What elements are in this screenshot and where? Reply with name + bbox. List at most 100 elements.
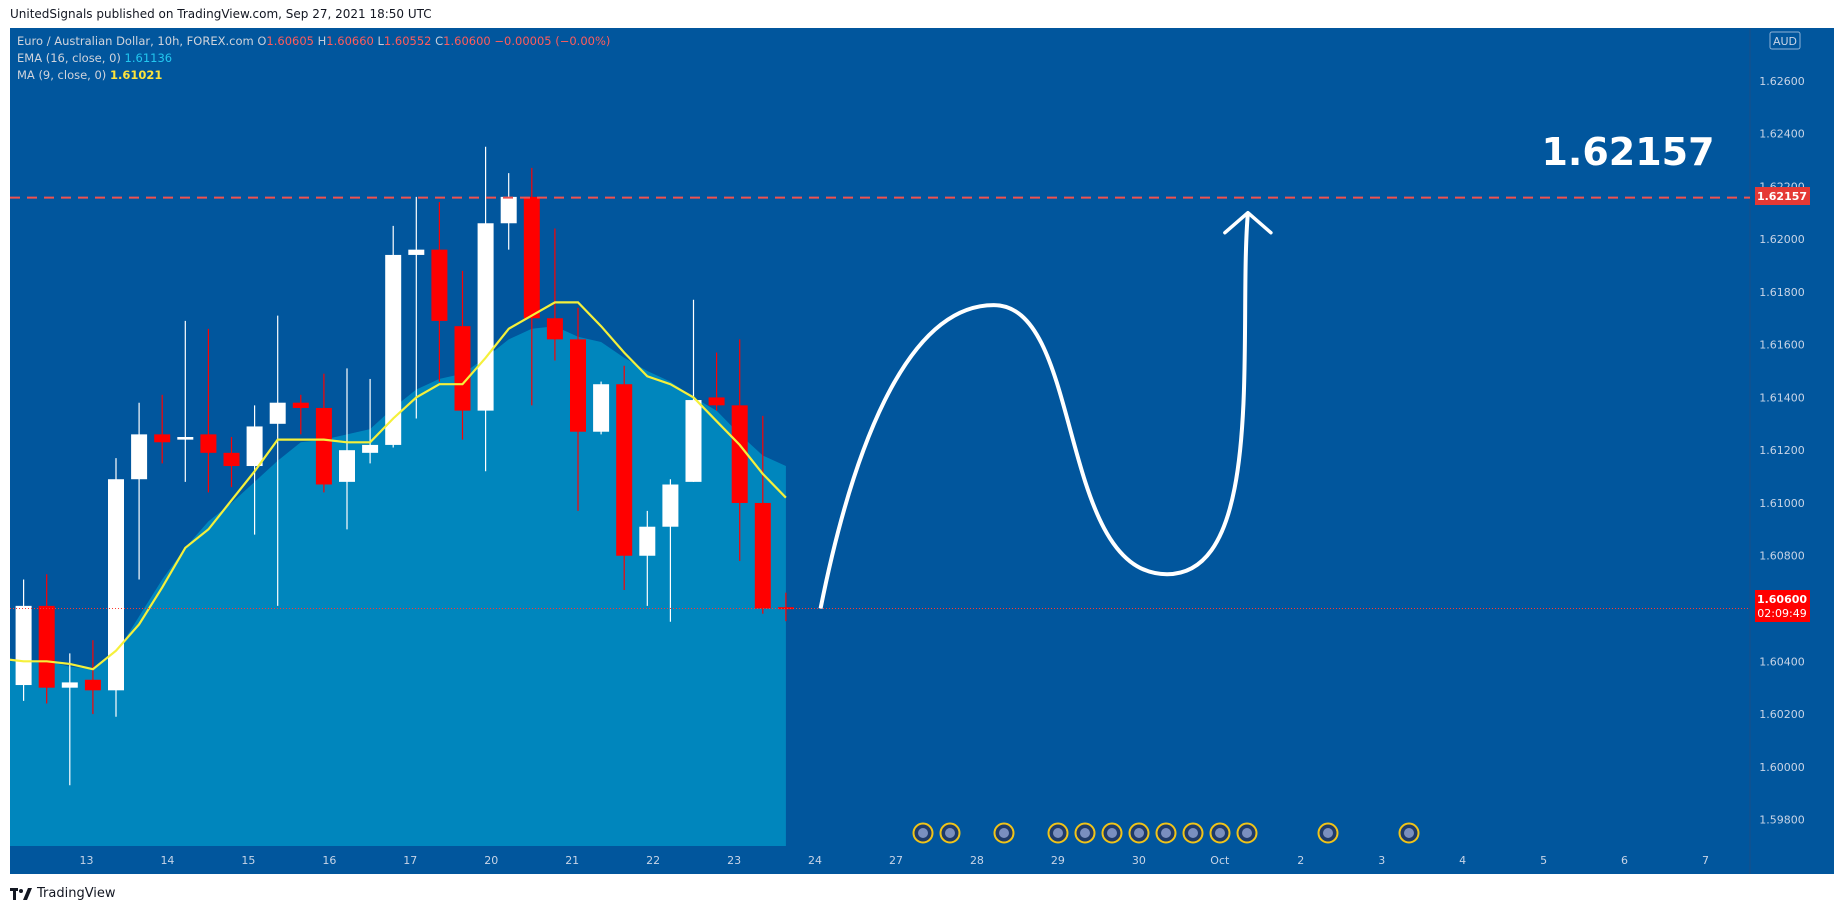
x-tick-label: 27 [889,854,903,867]
open-key: O [257,34,267,48]
candle-down [708,397,725,406]
candle-up [662,484,679,527]
event-flag-icon[interactable] [993,822,1015,844]
candle-up [477,223,494,411]
x-tick-label: 23 [727,854,741,867]
candle-down [777,607,794,610]
y-tick-label: 1.59800 [1759,814,1805,827]
time-axis: 13 14 15 16 17 20 21 22 23 24 27 28 29 30 Oct 2 3 4 5 6 7 [80,854,1710,867]
x-tick-label: 15 [241,854,255,867]
legend-symbol-row[interactable]: Euro / Australian Dollar, 10h, FOREX.com… [17,33,610,50]
event-flag-icon[interactable] [1182,822,1204,844]
x-tick-label: 16 [322,854,336,867]
symbol-name[interactable]: Euro / Australian Dollar, 10h, FOREX.com [17,34,254,48]
candle-up [177,437,194,440]
event-flag-icon[interactable] [1209,822,1231,844]
x-tick-label: 29 [1051,854,1065,867]
economic-events[interactable] [912,822,1420,844]
y-tick-label: 1.60200 [1759,708,1805,721]
footer-bar: TradingView [0,878,1834,910]
last-price-label: 1.60600 [1757,593,1807,606]
y-tick-label: 1.62400 [1759,128,1805,141]
tradingview-logo-icon [10,887,32,900]
target-annotation: 1.62157 [1541,130,1714,174]
x-tick-label: 22 [646,854,660,867]
candle-up [108,479,124,691]
candle-down [616,384,633,556]
projection-arrowhead-icon [1223,210,1273,235]
candle-up [385,254,402,445]
high-key: H [317,34,327,48]
candle-down [315,407,332,485]
candle-up [269,402,286,424]
candle-down [223,452,240,467]
low-value: 1.60552 [383,34,432,48]
candle-down [523,196,540,319]
bar-countdown: 02:09:49 [1757,607,1806,620]
projection-path [818,212,1250,609]
legend-ema-row[interactable]: EMA (16, close, 0) 1.61136 [17,50,610,67]
event-flag-icon[interactable] [1398,822,1420,844]
candle-up [15,605,32,686]
y-tick-label: 1.61400 [1759,391,1805,404]
currency-box [1769,31,1801,50]
ema-label[interactable]: EMA (16, close, 0) [17,51,121,65]
brand[interactable]: TradingView [10,886,116,901]
event-flag-icon[interactable] [1155,822,1177,844]
event-flag-icon[interactable] [1101,822,1123,844]
candle-down [570,339,586,432]
candle-up [61,682,78,688]
candle-up [408,249,425,255]
price-axis-background [1750,28,1834,874]
x-tick-label: 17 [403,854,417,867]
candle-down [200,434,217,453]
event-flag-icon[interactable] [1128,822,1150,844]
legend-ma-row[interactable]: MA (9, close, 0) 1.61021 [17,67,610,84]
ma-label[interactable]: MA (9, close, 0) [17,68,107,82]
y-tick-label: 1.62600 [1759,75,1805,88]
ema-value: 1.61136 [124,51,173,65]
x-tick-label: 4 [1459,854,1466,867]
candle-down [154,434,171,443]
close-key: C [435,34,444,48]
x-tick-label: 7 [1702,854,1709,867]
x-tick-label: 21 [565,854,579,867]
candle-down [754,502,771,609]
y-tick-label: 1.61000 [1759,497,1805,510]
target-price-label: 1.62157 [1757,190,1807,203]
candle-down [731,405,748,503]
y-tick-label: 1.60000 [1759,761,1805,774]
candle-down [431,249,448,321]
candle-up [639,526,656,556]
event-flag-icon[interactable] [912,822,934,844]
y-tick-label: 1.60400 [1759,655,1805,668]
x-tick-label: 5 [1540,854,1547,867]
candle-down [0,653,9,693]
candle-down [292,402,309,408]
x-tick-label: 24 [808,854,822,867]
low-key: L [377,34,384,48]
y-tick-label: 1.60800 [1759,550,1805,563]
x-tick-label: 2 [1297,854,1304,867]
event-flag-icon[interactable] [939,822,961,844]
candle-down [546,318,563,340]
event-flag-icon[interactable] [1236,822,1258,844]
x-tick-label: 28 [970,854,984,867]
event-flag-icon[interactable] [1074,822,1096,844]
candle-down [454,326,471,411]
time-axis-background [10,846,1750,874]
event-flag-icon[interactable] [1047,822,1069,844]
x-tick-label: Oct [1210,854,1230,867]
candle-up [131,434,148,480]
candle-up [246,426,263,467]
candle-up [339,450,355,482]
publish-bar: UnitedSignals published on TradingView.c… [0,0,1834,28]
currency-label: AUD [1773,35,1797,48]
brand-name: TradingView [37,886,116,901]
y-tick-label: 1.61800 [1759,286,1805,299]
event-flag-icon[interactable] [1317,822,1339,844]
candle-down [38,605,55,688]
x-tick-label: 14 [160,854,174,867]
target-price-tag [1755,187,1810,205]
